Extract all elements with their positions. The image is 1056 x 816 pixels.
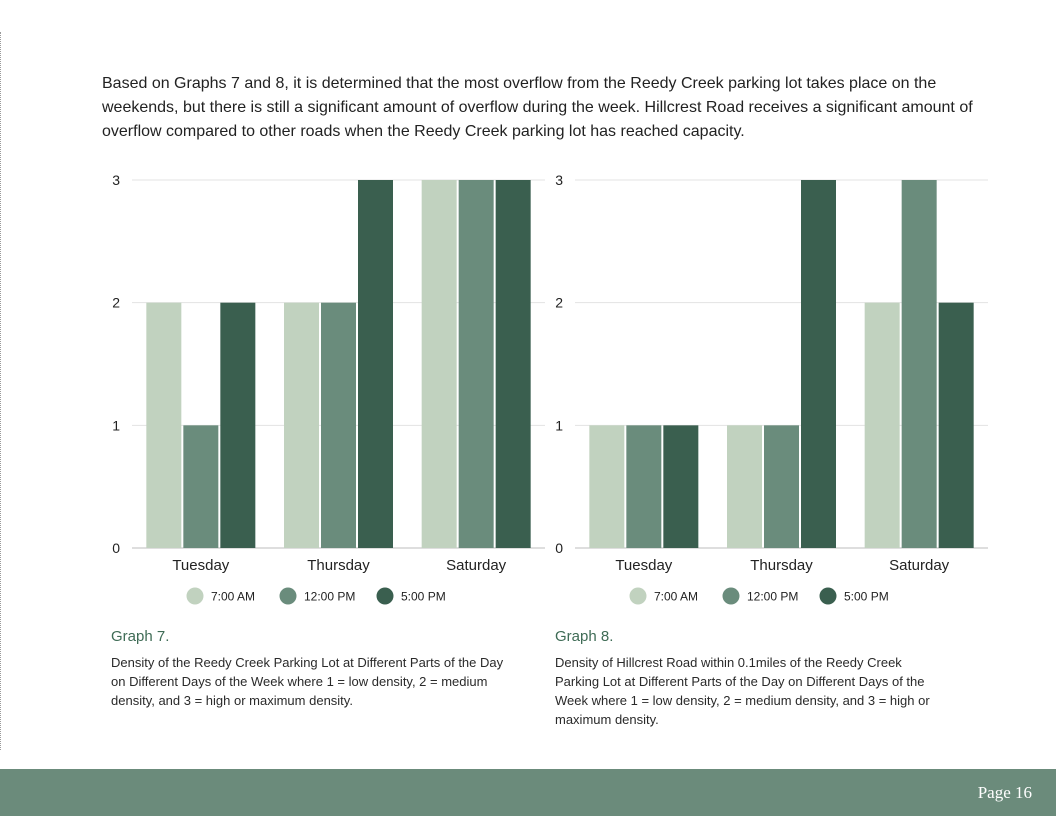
- y-tick-label: 0: [112, 540, 120, 556]
- graph-7-caption-text: Density of the Reedy Creek Parking Lot a…: [111, 655, 504, 708]
- x-tick-label: Thursday: [307, 557, 370, 574]
- y-tick-label: 2: [555, 295, 563, 311]
- legend-label: 5:00 PM: [844, 590, 889, 604]
- legend-swatch: [186, 587, 204, 605]
- bar-tuesday-0: [589, 425, 625, 548]
- bar-tuesday-0: [146, 302, 182, 548]
- intro-paragraph: Based on Graphs 7 and 8, it is determine…: [102, 75, 973, 140]
- bar-saturday-0: [864, 302, 900, 548]
- page-number: Page 16: [977, 783, 1032, 802]
- left-margin-rule: [0, 32, 1, 750]
- y-tick-label: 0: [555, 540, 563, 556]
- graph-8-bar-chart: 0 1 2 3 Tuesday Thursday Saturday 7:00 AM 12:00 …: [543, 168, 1003, 618]
- bar-thursday-2: [358, 180, 393, 548]
- x-tick-label: Saturday: [889, 557, 950, 574]
- y-tick-label: 1: [112, 417, 120, 433]
- graph-8-caption-text: Density of Hillcrest Road within 0.1mile…: [555, 655, 930, 727]
- bar-tuesday-1: [626, 425, 662, 548]
- y-tick-label: 2: [112, 295, 120, 311]
- bar-saturday-0: [421, 180, 457, 548]
- legend-swatch: [819, 587, 837, 605]
- legend-swatch: [722, 587, 740, 605]
- page-footer: Page 16: [0, 769, 1056, 816]
- legend-label: 5:00 PM: [401, 590, 446, 604]
- bar-tuesday-2: [220, 302, 256, 548]
- graph-7-caption-title: Graph 7.: [111, 628, 170, 645]
- bar-saturday-1: [901, 180, 937, 548]
- graph-8-svg: 0 1 2 3 Tuesday Thursday Saturday 7:00 AM 12:00 …: [555, 172, 988, 605]
- x-tick-label: Thursday: [750, 557, 813, 574]
- graph-7-bar-chart: 0 1 2 3 Tuesday Thursday Saturday 7:00 AM 12:00 …: [100, 168, 560, 618]
- legend-label: 12:00 PM: [747, 590, 798, 604]
- legend-label: 7:00 AM: [211, 590, 255, 604]
- y-tick-label: 1: [555, 417, 563, 433]
- bar-tuesday-1: [183, 425, 219, 548]
- legend-label: 7:00 AM: [654, 590, 698, 604]
- y-tick-label: 3: [112, 172, 120, 188]
- legend-swatch: [279, 587, 297, 605]
- legend-label: 12:00 PM: [304, 590, 355, 604]
- x-tick-label: Tuesday: [172, 557, 229, 574]
- bar-saturday-2: [495, 180, 531, 548]
- bar-thursday-1: [764, 425, 799, 548]
- x-tick-label: Saturday: [446, 557, 507, 574]
- legend-swatch: [629, 587, 647, 605]
- graph-7-svg: 0 1 2 3 Tuesday Thursday Saturday 7:00 AM 12:00 …: [112, 172, 545, 605]
- bar-tuesday-2: [663, 425, 699, 548]
- bar-saturday-2: [938, 302, 974, 548]
- bar-saturday-1: [458, 180, 494, 548]
- legend-swatch: [376, 587, 394, 605]
- bar-thursday-0: [727, 425, 762, 548]
- x-tick-label: Tuesday: [615, 557, 672, 574]
- bar-thursday-1: [321, 302, 356, 548]
- graph-8-caption-title: Graph 8.: [555, 628, 614, 645]
- y-tick-label: 3: [555, 172, 563, 188]
- bar-thursday-2: [801, 180, 836, 548]
- bar-thursday-0: [284, 302, 319, 548]
